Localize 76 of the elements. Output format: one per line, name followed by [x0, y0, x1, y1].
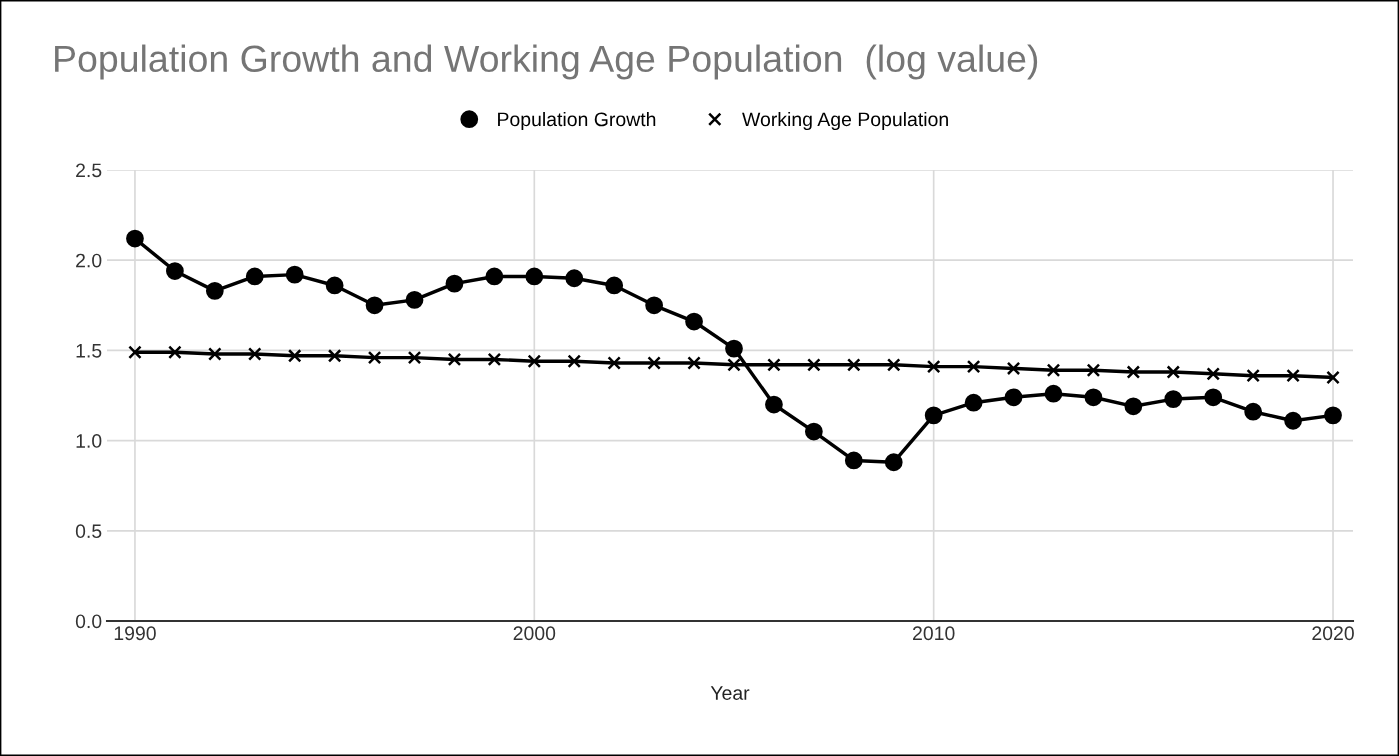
point [647, 356, 661, 370]
point [1084, 388, 1103, 407]
point [1284, 411, 1302, 430]
point [247, 347, 262, 361]
y-tick-label: 0.5 [75, 524, 102, 539]
point [607, 356, 621, 370]
point [166, 262, 184, 280]
point [128, 345, 142, 360]
point [1046, 363, 1061, 378]
x-tick-label: 2010 [913, 626, 955, 641]
point [605, 276, 624, 295]
point [325, 276, 344, 295]
point [1326, 370, 1340, 385]
chart-title: Population Growth and Working Age Population (log value) [55, 44, 1038, 80]
point [407, 350, 422, 365]
point [285, 265, 304, 284]
point [924, 406, 943, 425]
point [525, 267, 544, 286]
y-tick-label: 2.0 [76, 253, 102, 268]
y-tick-label: 1.5 [76, 344, 102, 358]
x-tick-label: 1990 [114, 626, 156, 641]
point [844, 451, 863, 470]
legend-label: Population Growth [498, 111, 656, 131]
x-tick-label: 2000 [513, 626, 556, 641]
point [405, 291, 424, 309]
point [1244, 402, 1263, 421]
point [1086, 363, 1101, 378]
point [445, 274, 464, 293]
point [886, 358, 901, 372]
point [1044, 384, 1063, 403]
point [804, 422, 823, 441]
point [327, 349, 342, 363]
point [447, 352, 462, 367]
point [767, 358, 781, 372]
point [1006, 361, 1021, 376]
point [168, 345, 182, 360]
legend-label: Working Age Population [742, 111, 948, 131]
y-tick-label: 1.0 [76, 434, 102, 448]
point [126, 229, 144, 248]
point [725, 339, 743, 358]
point [1206, 367, 1221, 381]
point [645, 296, 664, 315]
point [1246, 368, 1260, 383]
point [926, 359, 941, 374]
point [727, 358, 741, 372]
point [1166, 365, 1181, 379]
point [487, 352, 502, 367]
point [966, 359, 981, 374]
point [367, 350, 382, 365]
point [1164, 390, 1183, 408]
point [687, 356, 701, 370]
point [964, 393, 983, 412]
point [807, 358, 821, 372]
point [1324, 406, 1342, 425]
point [287, 349, 302, 363]
point [205, 281, 224, 300]
point [365, 296, 384, 315]
point [1004, 388, 1023, 407]
point [884, 453, 903, 472]
point [1124, 397, 1143, 416]
y-tick-label: 0.0 [75, 614, 102, 629]
point [485, 267, 504, 286]
point [685, 312, 703, 331]
point [567, 354, 582, 369]
x-axis-title: Year [710, 686, 750, 700]
point [208, 347, 222, 361]
point [1286, 368, 1300, 383]
point [1126, 365, 1141, 379]
point [527, 354, 542, 369]
point [1204, 388, 1223, 407]
y-tick-label: 2.5 [76, 163, 102, 178]
x-tick-label: 2020 [1312, 626, 1354, 641]
point [765, 395, 783, 414]
point [847, 358, 861, 372]
point [565, 269, 584, 288]
point [245, 267, 264, 286]
